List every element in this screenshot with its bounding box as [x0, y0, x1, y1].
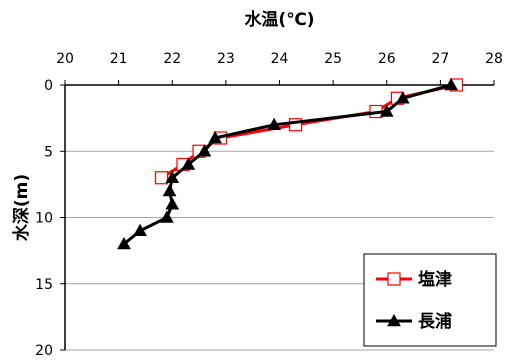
data-point-marker: [165, 170, 180, 184]
x-axis-title: 水温(℃): [244, 9, 314, 30]
data-point-marker: [387, 313, 401, 327]
axes: 0 5 10 15 20 20 21 22 23 24 25 26 27 28: [35, 51, 503, 359]
data-point-marker: [395, 91, 410, 104]
x-tick-label: 27: [431, 51, 449, 67]
legend-label: 長浦: [418, 311, 452, 332]
legend-box: [363, 253, 497, 347]
series-black: [117, 77, 458, 250]
data-point-marker: [165, 197, 180, 210]
data-point-marker: [197, 144, 212, 157]
y-tick-label: 0: [44, 78, 53, 94]
y-tick-label: 5: [44, 144, 53, 160]
series-layer: [117, 77, 464, 250]
gridlines: [65, 150, 494, 351]
y-tick-label: 20: [35, 343, 53, 359]
x-tick-label: 20: [56, 51, 74, 67]
data-point-marker: [379, 104, 394, 117]
data-point-marker: [267, 117, 281, 131]
legend-item: 塩津: [376, 269, 452, 290]
legend-item: 長浦: [376, 311, 452, 332]
x-tick-label: 23: [217, 51, 235, 67]
x-tick-label: 21: [110, 51, 128, 67]
series-line: [123, 83, 452, 246]
data-point-marker: [162, 183, 177, 197]
series-line: [160, 83, 457, 180]
data-point-marker: [133, 223, 147, 237]
legend-label: 塩津: [418, 269, 452, 290]
x-tick-label: 25: [324, 51, 342, 67]
data-point-marker: [117, 236, 131, 250]
data-point-marker: [181, 157, 196, 170]
y-tick-label: 10: [35, 211, 53, 227]
x-tick-label: 24: [271, 51, 289, 67]
x-tick-label: 26: [378, 51, 396, 67]
data-point-marker: [387, 272, 401, 286]
x-tick-label: 22: [163, 51, 181, 67]
y-axis-title: 水深(m): [11, 174, 32, 241]
data-point-marker: [208, 130, 222, 144]
data-point-marker: [160, 210, 174, 223]
data-point-marker: [154, 171, 169, 185]
y-tick-label: 15: [35, 277, 53, 293]
data-point-marker: [444, 77, 458, 91]
x-tick-label: 28: [485, 51, 503, 67]
